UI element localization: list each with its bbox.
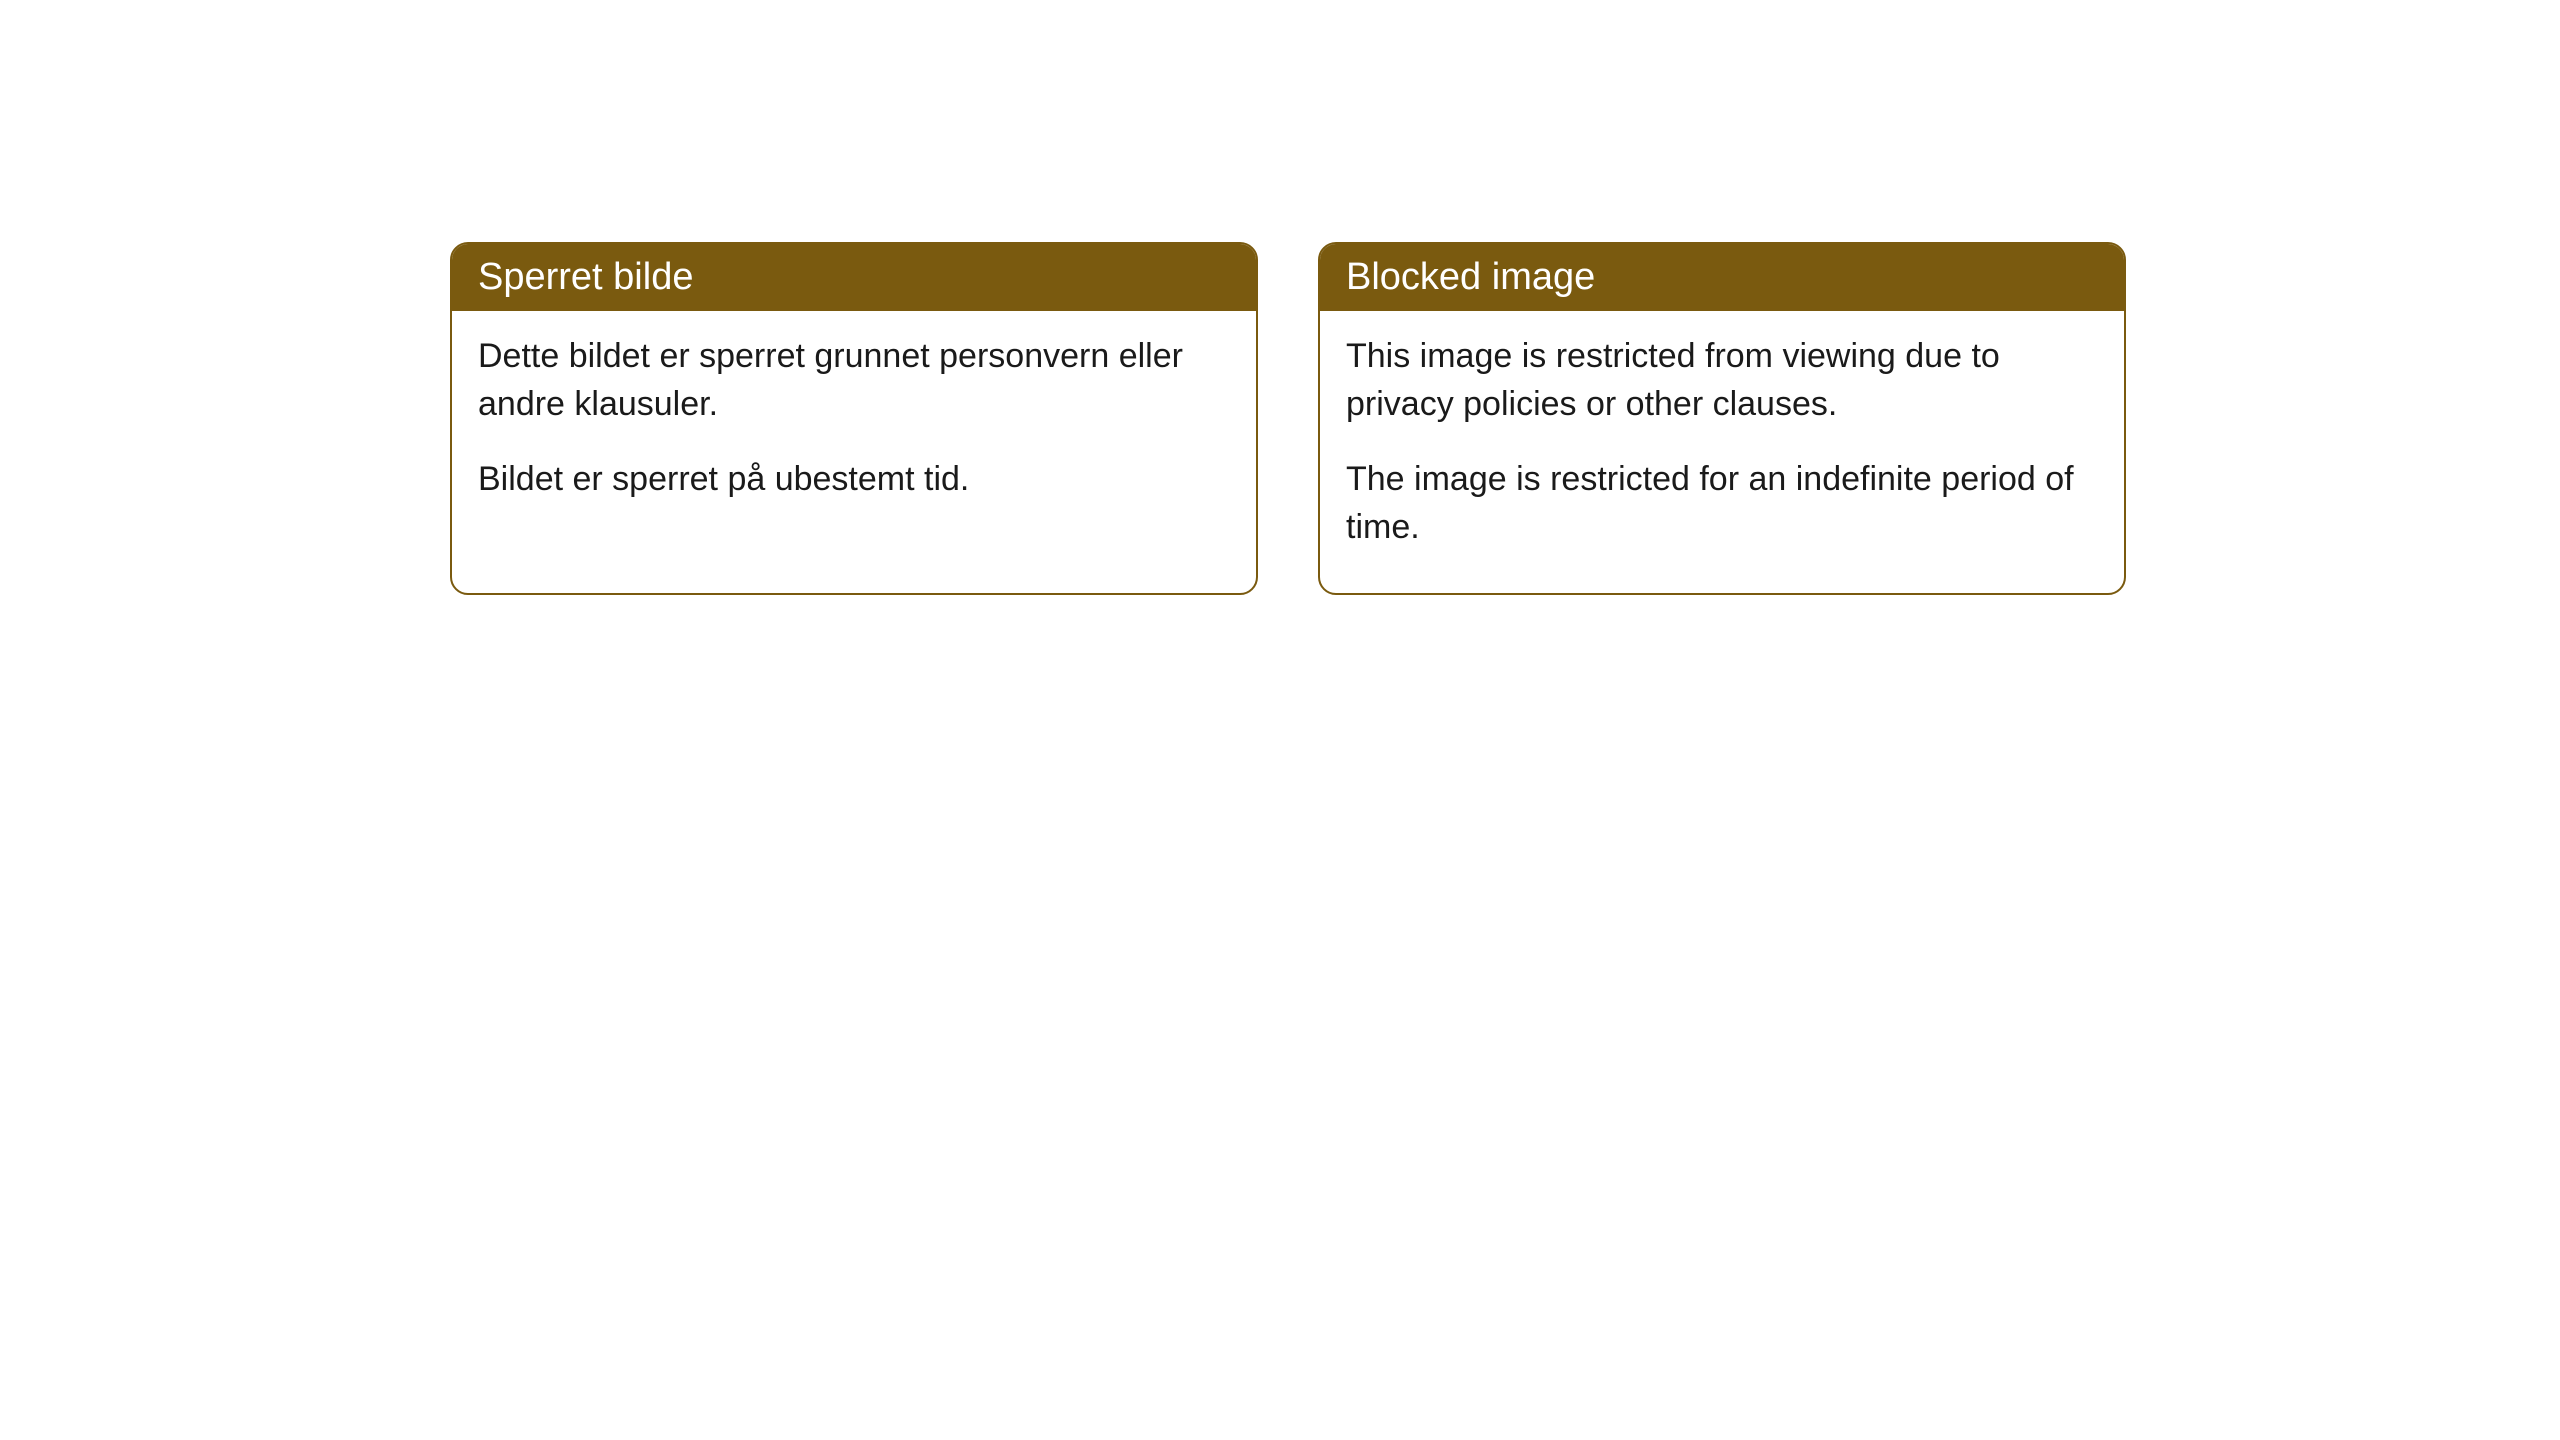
notice-cards-container: Sperret bilde Dette bildet er sperret gr… <box>450 242 2126 595</box>
card-header: Blocked image <box>1320 244 2124 311</box>
card-body: This image is restricted from viewing du… <box>1320 311 2124 593</box>
blocked-image-card-no: Sperret bilde Dette bildet er sperret gr… <box>450 242 1258 595</box>
card-title: Blocked image <box>1346 256 1595 298</box>
card-paragraph-2: Bildet er sperret på ubestemt tid. <box>478 456 1230 504</box>
card-body: Dette bildet er sperret grunnet personve… <box>452 311 1256 546</box>
card-header: Sperret bilde <box>452 244 1256 311</box>
card-paragraph-2: The image is restricted for an indefinit… <box>1346 456 2098 551</box>
card-paragraph-1: This image is restricted from viewing du… <box>1346 333 2098 428</box>
card-paragraph-1: Dette bildet er sperret grunnet personve… <box>478 333 1230 428</box>
blocked-image-card-en: Blocked image This image is restricted f… <box>1318 242 2126 595</box>
card-title: Sperret bilde <box>478 256 693 298</box>
